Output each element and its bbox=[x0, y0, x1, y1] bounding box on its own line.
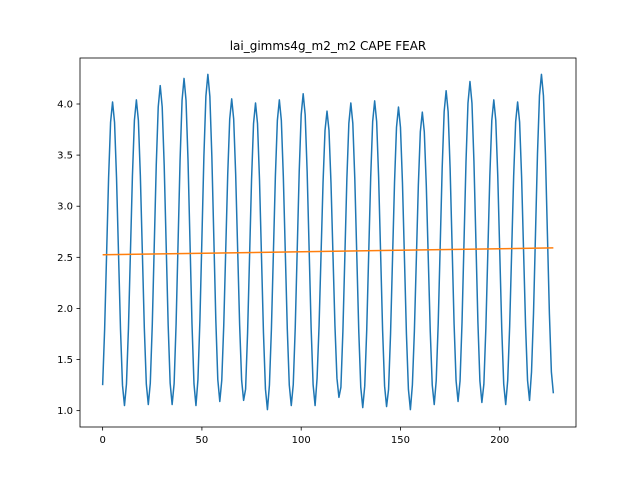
y-tick-label: 2.5 bbox=[57, 253, 73, 264]
x-tick-label: 0 bbox=[99, 435, 105, 446]
y-tick-label: 2.0 bbox=[57, 304, 73, 315]
y-tick-label: 3.5 bbox=[57, 151, 73, 162]
chart-title: lai_gimms4g_m2_m2 CAPE FEAR bbox=[230, 39, 427, 53]
x-tick-label: 50 bbox=[196, 435, 209, 446]
series-line-2 bbox=[102, 247, 554, 256]
axes-layer: 0 50 100 150 200 1.0 1.5 2.0 2.5 3.0 3.5 4.0 bbox=[57, 57, 577, 446]
x-tick-label: 150 bbox=[391, 435, 410, 446]
y-tick-label: 4.0 bbox=[57, 99, 73, 110]
plot-frame bbox=[79, 57, 577, 428]
x-tick-label: 100 bbox=[292, 435, 311, 446]
series-layer bbox=[101, 73, 555, 411]
y-tick-label: 3.0 bbox=[57, 202, 73, 213]
y-tick-label: 1.5 bbox=[57, 355, 73, 366]
series-line-1 bbox=[101, 73, 555, 411]
y-tick-label: 1.0 bbox=[57, 406, 73, 417]
x-tick-label: 200 bbox=[490, 435, 509, 446]
